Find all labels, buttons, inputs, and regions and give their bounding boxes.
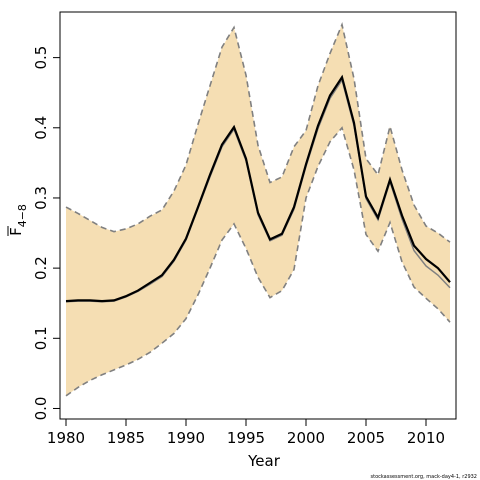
x-tick-label: 1990 xyxy=(167,429,205,447)
upper-bound-line xyxy=(65,21,451,243)
x-tick-label: 1980 xyxy=(47,429,85,447)
x-tick-label: 1985 xyxy=(107,429,145,447)
x-tick-label: 2010 xyxy=(407,429,445,447)
y-tick-label: 0.1 xyxy=(32,326,50,350)
y-tick-label: 0.3 xyxy=(32,186,50,210)
x-axis-title: Year xyxy=(247,452,281,470)
credit-text: stockassessment.org, mack-day4-1, r2932 xyxy=(371,474,478,480)
x-tick-label: 1995 xyxy=(227,429,265,447)
y-axis: 0.0 0.1 0.2 0.3 0.4 0.5 xyxy=(32,46,61,421)
y-tick-label: 0.0 xyxy=(32,397,50,421)
estimate-line xyxy=(65,74,451,303)
y-axis-title-main: F xyxy=(7,227,25,236)
x-axis: 1980 1985 1990 1995 2000 2005 2010 xyxy=(47,418,445,447)
y-axis-title: F4−8 xyxy=(7,204,29,236)
y-tick-label: 0.2 xyxy=(32,256,50,280)
x-tick-label: 2000 xyxy=(287,429,325,447)
y-tick-label: 0.4 xyxy=(32,116,50,140)
x-tick-label: 2005 xyxy=(347,429,385,447)
series-line-layer xyxy=(65,21,451,397)
y-axis-title-subscript: 4−8 xyxy=(16,204,29,227)
lower-bound-line xyxy=(65,126,451,397)
y-tick-label: 0.5 xyxy=(32,46,50,70)
svg-text:F4−8: F4−8 xyxy=(7,204,29,236)
